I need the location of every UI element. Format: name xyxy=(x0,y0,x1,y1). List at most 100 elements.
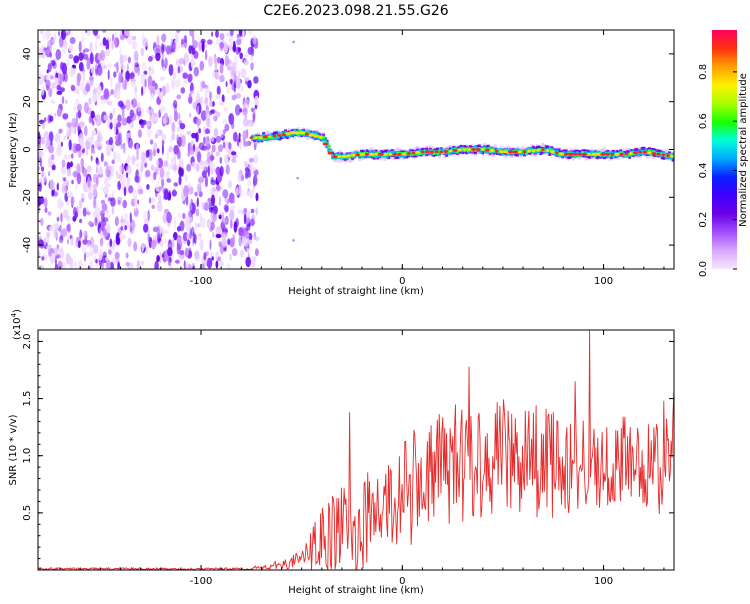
noise-mark xyxy=(76,172,82,185)
noise-mark xyxy=(98,166,104,179)
snr-x-tick-label: 0 xyxy=(399,576,405,587)
noise-mark xyxy=(161,33,167,43)
noise-mark xyxy=(156,255,160,263)
noise-mark xyxy=(65,99,68,104)
snr-multiplier-close: ) xyxy=(12,309,23,313)
noise-mark xyxy=(250,166,257,172)
noise-mark xyxy=(105,39,110,51)
noise-mark xyxy=(144,162,148,168)
noise-mark xyxy=(252,112,255,123)
signal-peak-mark xyxy=(406,152,411,155)
noise-mark xyxy=(40,166,45,172)
noise-mark xyxy=(49,75,54,80)
noise-mark xyxy=(218,101,225,106)
noise-mark xyxy=(124,225,128,231)
noise-mark xyxy=(239,108,243,113)
noise-mark xyxy=(48,156,53,168)
signal-mark xyxy=(396,151,400,155)
noise-mark xyxy=(188,147,195,156)
noise-mark xyxy=(188,215,192,224)
noise-mark xyxy=(238,132,241,143)
noise-mark xyxy=(165,84,170,93)
signal-mark xyxy=(274,134,278,137)
signal-peak-mark xyxy=(313,134,319,138)
signal-peak-mark xyxy=(462,148,466,151)
noise-mark xyxy=(100,186,103,191)
snr-x-axis-label: Height of straight line (km) xyxy=(288,585,424,596)
noise-mark xyxy=(78,41,82,53)
noise-mark xyxy=(228,113,235,125)
signal-mark xyxy=(479,147,483,154)
noise-mark xyxy=(199,175,203,185)
noise-mark xyxy=(68,139,72,151)
noise-mark xyxy=(145,245,149,255)
noise-mark xyxy=(114,216,119,227)
signal-peak-mark xyxy=(337,155,341,159)
noise-mark xyxy=(55,222,59,231)
noise-mark xyxy=(97,130,101,136)
noise-mark xyxy=(231,157,237,164)
signal-mark xyxy=(515,148,519,154)
noise-mark xyxy=(173,111,179,122)
noise-mark xyxy=(107,69,110,80)
noise-mark xyxy=(117,261,120,269)
noise-mark xyxy=(211,31,214,37)
noise-mark xyxy=(213,127,219,138)
noise-mark xyxy=(48,248,52,257)
noise-mark xyxy=(38,201,41,207)
noise-mark xyxy=(164,237,167,245)
noise-mark xyxy=(122,107,125,119)
signal-peak-mark xyxy=(512,150,518,154)
noise-mark xyxy=(235,217,239,228)
noise-mark xyxy=(174,162,177,173)
noise-mark xyxy=(166,150,170,159)
signal-peak-mark xyxy=(272,134,277,138)
spectrogram-noise-region xyxy=(38,30,260,269)
colorbar-tick-label: 0.2 xyxy=(698,212,709,228)
noise-mark xyxy=(215,30,219,38)
noise-mark xyxy=(224,55,229,67)
noise-mark xyxy=(38,46,42,59)
signal-mark xyxy=(282,134,286,139)
noise-mark xyxy=(242,107,248,116)
noise-mark xyxy=(110,89,114,95)
noise-mark xyxy=(204,50,208,61)
signal-peak-mark xyxy=(415,151,421,154)
noise-mark xyxy=(103,88,110,100)
noise-mark xyxy=(176,40,180,51)
noise-mark xyxy=(89,77,94,87)
signal-mark xyxy=(298,130,302,134)
colorbar-gradient xyxy=(712,30,737,269)
noise-mark xyxy=(242,130,247,140)
noise-mark xyxy=(250,256,257,262)
signal-mark xyxy=(557,148,561,156)
signal-mark xyxy=(403,153,407,158)
noise-mark xyxy=(230,79,233,84)
noise-mark xyxy=(109,76,113,88)
noise-mark xyxy=(229,253,232,262)
colorbar-ticks: 0.0 0.2 0.4 0.6 0.8 xyxy=(698,64,737,277)
noise-mark xyxy=(220,233,227,240)
signal-peak-mark xyxy=(304,132,309,136)
noise-mark xyxy=(183,260,186,269)
noise-mark xyxy=(158,186,163,191)
noise-mark xyxy=(176,242,181,255)
noise-mark xyxy=(51,99,55,105)
noise-mark xyxy=(144,78,147,88)
noise-mark xyxy=(242,118,249,127)
noise-mark xyxy=(58,128,63,134)
noise-mark xyxy=(49,51,52,58)
spectrogram-x-tick-label: 100 xyxy=(594,276,613,287)
noise-mark xyxy=(76,103,82,112)
snr-panel: -100 0 100 0.5 1.0 1.5 2.0 Height of straight … xyxy=(8,309,675,596)
signal-mark xyxy=(539,148,543,152)
noise-mark xyxy=(148,107,154,116)
noise-mark xyxy=(247,79,252,89)
signal-peak-mark xyxy=(351,153,356,157)
noise-mark xyxy=(181,236,184,243)
noise-mark xyxy=(92,30,99,36)
noise-mark xyxy=(102,30,107,33)
noise-mark xyxy=(67,127,70,133)
noise-mark xyxy=(161,52,165,59)
noise-mark xyxy=(77,88,80,96)
